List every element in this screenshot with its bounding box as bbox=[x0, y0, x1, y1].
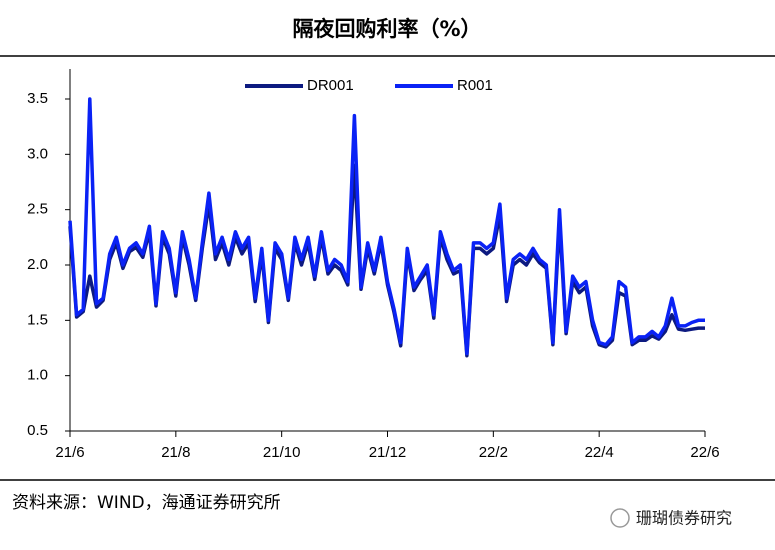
legend-label: DR001 bbox=[307, 77, 354, 94]
x-tick-label: 21/10 bbox=[263, 444, 301, 461]
watermark: 珊瑚债券研究 bbox=[636, 509, 732, 528]
x-tick-label: 22/6 bbox=[690, 444, 719, 461]
y-tick-label: 2.5 bbox=[27, 201, 48, 218]
series-line bbox=[68, 97, 705, 356]
x-tick-label: 21/8 bbox=[161, 444, 190, 461]
y-tick-label: 0.5 bbox=[27, 422, 48, 439]
chart-title: 隔夜回购利率（%） bbox=[292, 17, 481, 41]
source-note: 资料来源：WIND，海通证券研究所 bbox=[12, 493, 281, 513]
watermark-icon bbox=[610, 508, 630, 528]
x-tick-label: 22/4 bbox=[585, 444, 614, 461]
x-tick-label: 21/6 bbox=[55, 444, 84, 461]
y-tick-label: 1.0 bbox=[27, 367, 48, 384]
series-line bbox=[68, 163, 705, 358]
y-tick-label: 3.0 bbox=[27, 145, 48, 162]
x-tick-label: 21/12 bbox=[369, 444, 407, 461]
legend-label: R001 bbox=[457, 77, 493, 94]
y-tick-label: 2.0 bbox=[27, 256, 48, 273]
y-tick-label: 3.5 bbox=[27, 90, 48, 107]
y-tick-label: 1.5 bbox=[27, 311, 48, 328]
x-tick-label: 22/2 bbox=[479, 444, 508, 461]
